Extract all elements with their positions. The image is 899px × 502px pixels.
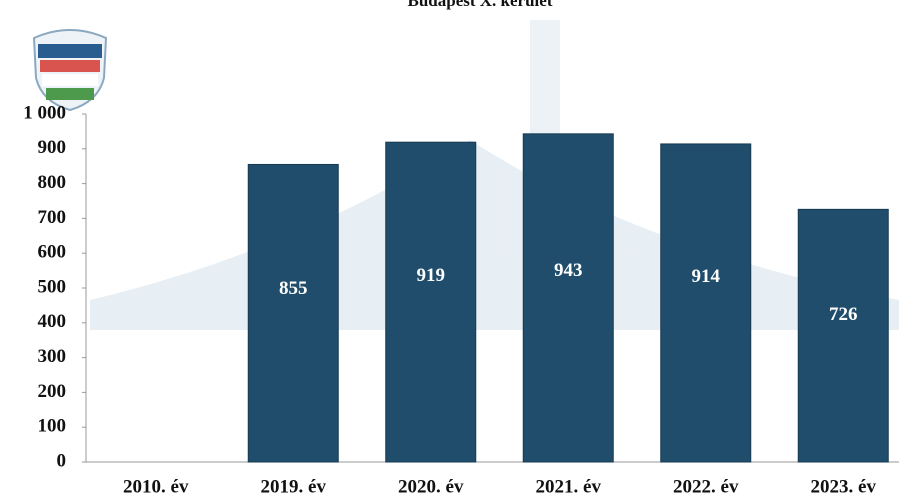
y-tick-label: 1 000 <box>23 102 66 123</box>
y-tick-label: 700 <box>38 207 67 228</box>
x-tick-label: 2021. év <box>536 476 602 497</box>
chart-title: Budapest X. kerület <box>408 0 553 10</box>
logo <box>34 30 106 110</box>
y-tick-label: 300 <box>38 346 67 367</box>
chart: Budapest X. kerület 0 100 200 300 400 500 600 7… <box>0 0 899 502</box>
data-label: 726 <box>829 304 858 325</box>
data-label: 855 <box>279 278 308 299</box>
data-label: 914 <box>692 266 721 287</box>
y-tick-label: 0 <box>57 450 67 471</box>
bar <box>661 144 751 462</box>
y-tick-label: 800 <box>38 172 67 193</box>
x-tick-label: 2019. év <box>261 476 327 497</box>
bar <box>523 134 613 462</box>
data-label: 943 <box>554 260 583 281</box>
bar <box>248 164 338 462</box>
y-tick-label: 500 <box>38 276 67 297</box>
background-decoration <box>90 20 899 330</box>
x-tick-label: 2020. év <box>398 476 464 497</box>
x-tick-label: 2022. év <box>673 476 739 497</box>
y-tick-label: 600 <box>38 242 67 263</box>
y-tick-label: 200 <box>38 381 67 402</box>
x-tick-label: 2010. év <box>123 476 189 497</box>
bar <box>798 209 888 462</box>
y-tick-label: 400 <box>38 311 67 332</box>
y-tick-label: 900 <box>38 137 67 158</box>
data-label: 919 <box>417 265 446 286</box>
y-tick-label: 100 <box>38 416 67 437</box>
bar <box>386 142 476 462</box>
x-tick-label: 2023. év <box>811 476 877 497</box>
